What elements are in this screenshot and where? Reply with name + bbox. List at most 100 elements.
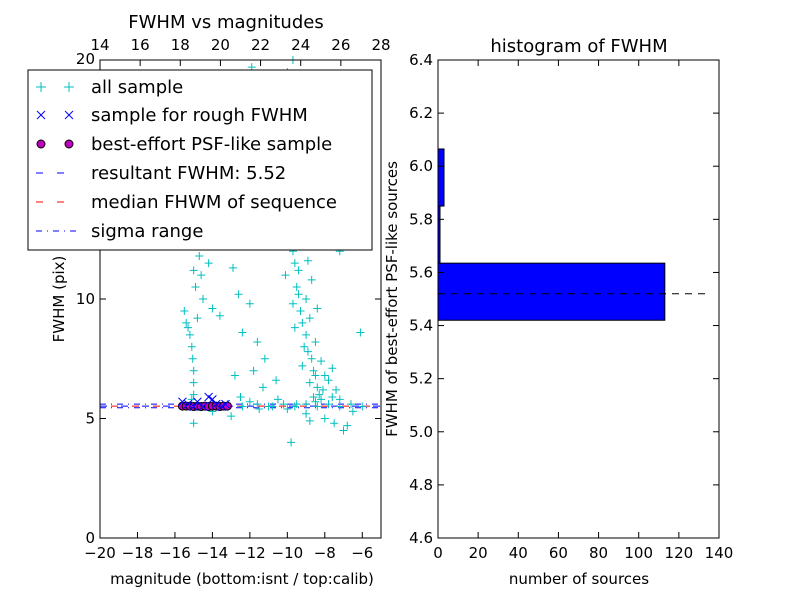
right-chart-title: histogram of FWHM [490, 36, 667, 57]
all-sample-point [317, 357, 326, 366]
all-sample-point [307, 354, 316, 363]
left-reference-lines [100, 403, 381, 409]
rough-fwhm-sample-point [183, 399, 193, 409]
all-sample-point [309, 392, 318, 401]
left-y-tick-label: 0 [85, 529, 95, 547]
all-sample-point [356, 328, 365, 337]
right-x-tick-label: 120 [665, 544, 694, 562]
all-sample-point [215, 311, 224, 320]
left-top-x-tick-label: 20 [211, 36, 230, 54]
all-sample-point [317, 395, 326, 404]
rough-fwhm-sample-point [198, 402, 208, 411]
all-sample-point [184, 323, 193, 332]
all-sample-point [311, 338, 320, 347]
all-sample-point [199, 295, 208, 303]
all-sample-point [296, 306, 305, 315]
right-y-tick-label: 5.8 [409, 210, 433, 228]
all-sample-point [253, 338, 262, 347]
all-sample-point [305, 378, 314, 387]
all-sample-point [273, 395, 282, 404]
right-chart: histogram of FWHM 0 20 40 60 80 100 120 140 4.6… [383, 36, 733, 588]
all-sample-point [311, 371, 320, 380]
all-sample-point [302, 400, 311, 409]
all-sample-point [281, 271, 290, 280]
right-y-tick-label: 6.0 [409, 157, 433, 175]
left-x-tick-label: −12 [234, 544, 266, 562]
all-sample-point [313, 402, 322, 411]
right-y-tick-label: 5.0 [409, 423, 433, 441]
legend-marker-x [36, 110, 74, 120]
rough-fwhm-sample-point [189, 402, 199, 411]
all-sample-point [300, 342, 309, 351]
all-sample-point [187, 342, 196, 351]
right-x-tick-label: 100 [624, 544, 653, 562]
right-y-tick-label: 5.4 [409, 317, 433, 335]
histogram-bar [437, 148, 445, 207]
histogram-bar [437, 262, 666, 321]
all-sample-point [303, 347, 312, 356]
legend-label-all-sample: all sample [91, 77, 183, 98]
left-chart: FWHM vs magnitudes 20 14 16 18 20 22 24 26 28 −… [27, 12, 391, 588]
right-plot-frame [437, 59, 720, 539]
left-y-ticks: 0 5 10 [76, 290, 381, 547]
all-sample-point [328, 364, 337, 373]
legend-marker-circle [36, 139, 74, 149]
legend-entry-all-sample: all sample [36, 77, 183, 98]
left-top-x-tick-label: 14 [90, 36, 109, 54]
all-sample-point [227, 412, 236, 421]
left-x-tick-label: −20 [84, 544, 116, 562]
all-sample-point [238, 328, 247, 337]
all-sample-point [245, 299, 254, 308]
all-sample-point [288, 299, 297, 308]
all-sample-point [253, 400, 262, 409]
left-y-tick-label: 10 [76, 290, 95, 308]
all-sample-point [343, 421, 352, 430]
all-sample-point [191, 283, 200, 292]
all-sample-point [305, 416, 314, 425]
all-sample-point [290, 402, 299, 411]
all-sample-point [313, 304, 322, 313]
right-x-tick-label: 0 [433, 544, 443, 562]
all-sample-point [208, 304, 217, 313]
left-plot-frame [99, 59, 382, 539]
all-sample-point [292, 283, 301, 292]
all-sample-point [339, 426, 348, 435]
all-sample-point [189, 366, 198, 375]
legend-marker-plus [36, 82, 74, 92]
left-top-x-tick-label: 18 [171, 36, 190, 54]
legend-label-resultant-fwhm: resultant FWHM: 5.52 [91, 163, 286, 184]
left-top-x-tick-label: 24 [291, 36, 310, 54]
all-sample-point [298, 318, 307, 327]
rough-fwhm-sample-point [204, 392, 214, 402]
all-sample-point [298, 361, 307, 370]
all-sample-point [229, 263, 238, 272]
right-x-tick-label: 40 [509, 544, 528, 562]
right-y-tick-label: 5.6 [409, 263, 433, 281]
left-x-axis-label: magnitude (bottom:isnt / top:calib) [110, 570, 374, 588]
all-sample-point [180, 306, 189, 315]
all-sample-point [189, 266, 198, 275]
all-sample-point [302, 295, 311, 303]
left-top-x-tick-label: 28 [371, 36, 390, 54]
left-x-tick-label: −14 [197, 544, 229, 562]
left-top-x-tick-label: 16 [131, 36, 150, 54]
right-x-ticks: 0 20 40 60 80 100 120 140 [433, 60, 733, 562]
all-sample-point [303, 256, 312, 265]
left-top-x-ticks: 14 16 18 20 22 24 26 28 [90, 36, 391, 66]
all-sample-point [249, 366, 258, 375]
rough-fwhm-sample-point [208, 395, 217, 404]
all-sample-point [255, 404, 264, 413]
left-x-tick-label: −8 [314, 544, 336, 562]
all-sample-point [302, 409, 311, 418]
all-sample-point [268, 402, 277, 411]
rough-fwhm-sample-point [221, 399, 230, 409]
all-sample-point [313, 383, 322, 392]
all-sample-point [294, 290, 303, 299]
all-sample-point [189, 390, 198, 399]
right-x-tick-label: 80 [589, 544, 608, 562]
legend-entry-resultant-fwhm: resultant FWHM: 5.52 [36, 163, 286, 184]
all-sample-point [330, 419, 339, 428]
all-sample-point [315, 390, 324, 399]
rough-fwhm-sample-point [178, 397, 187, 407]
